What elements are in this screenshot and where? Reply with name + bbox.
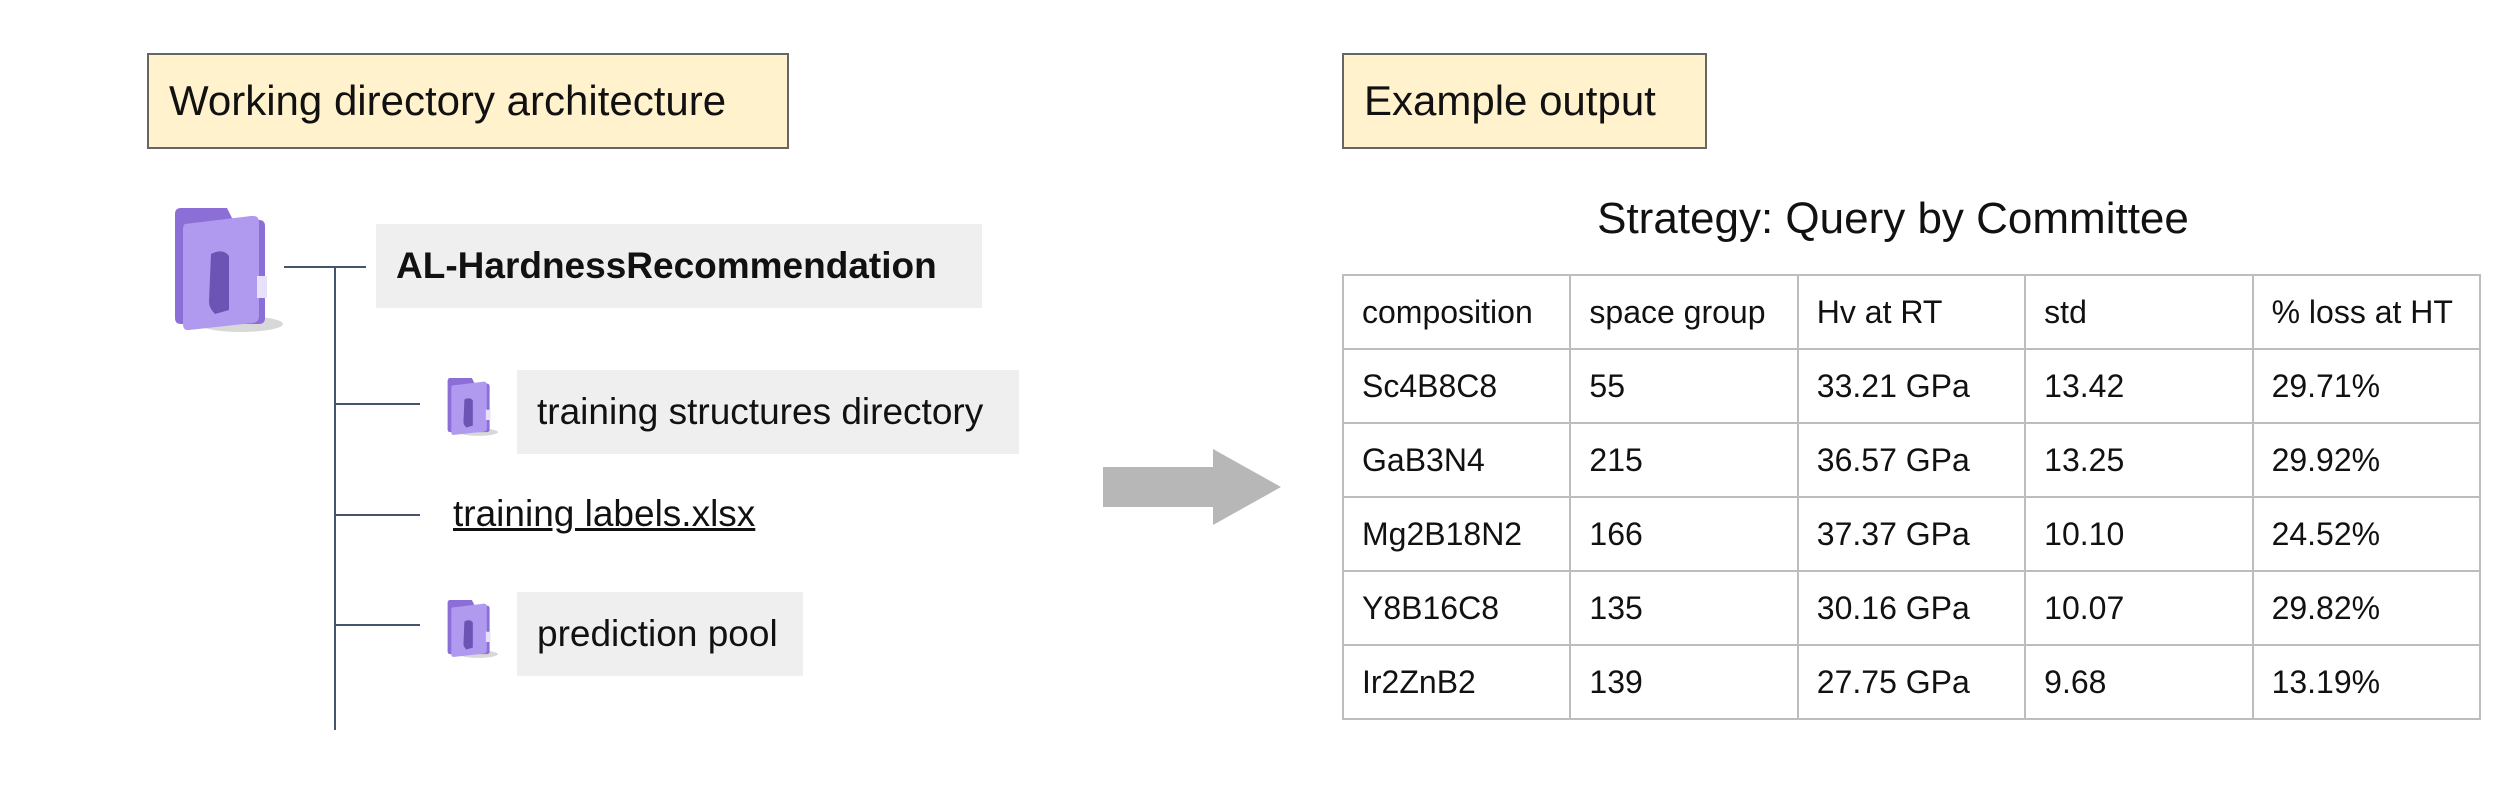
table-row: Mg2B18N2 166 37.37 GPa 10.10 24.52% bbox=[1341, 496, 2482, 572]
table-cell: Ir2ZnB2 bbox=[1341, 644, 1572, 720]
table-row: Ir2ZnB2 139 27.75 GPa 9.68 13.19% bbox=[1341, 644, 2482, 720]
table-cell: 9.68 bbox=[2024, 644, 2254, 720]
strategy-title: Strategy: Query by Committee bbox=[1597, 194, 2189, 243]
table-cell: 139 bbox=[1569, 644, 1799, 720]
training-labels-file-link[interactable]: training labels.xlsx bbox=[453, 493, 756, 534]
table-cell: 36.57 GPa bbox=[1796, 422, 2027, 498]
column-header: % loss at HT bbox=[2251, 274, 2482, 350]
example-output-heading: Example output bbox=[1342, 53, 1707, 149]
table-cell: 13.25 bbox=[2024, 422, 2254, 498]
table-cell: 24.52% bbox=[2251, 496, 2482, 572]
training-structures-folder[interactable]: training structures directory bbox=[517, 370, 1019, 454]
table-cell: 29.92% bbox=[2251, 422, 2482, 498]
results-table: composition space group Hv at RT std % l… bbox=[1341, 274, 2482, 720]
table-cell: GaB3N4 bbox=[1341, 422, 1572, 498]
table-cell: 29.71% bbox=[2251, 348, 2482, 424]
table-header-row: composition space group Hv at RT std % l… bbox=[1341, 274, 2482, 350]
root-folder-label[interactable]: AL-HardnessRecommendation bbox=[376, 224, 982, 308]
prediction-pool-folder[interactable]: prediction pool bbox=[517, 592, 803, 676]
column-header: Hv at RT bbox=[1796, 274, 2027, 350]
table-cell: 10.07 bbox=[2024, 570, 2254, 646]
folder-icon[interactable] bbox=[442, 594, 498, 662]
table-cell: 27.75 GPa bbox=[1796, 644, 2027, 720]
folder-icon[interactable] bbox=[442, 372, 498, 440]
table-row: Sc4B8C8 55 33.21 GPa 13.42 29.71% bbox=[1341, 348, 2482, 424]
table-cell: 135 bbox=[1569, 570, 1799, 646]
table-cell: 33.21 GPa bbox=[1796, 348, 2027, 424]
table-row: GaB3N4 215 36.57 GPa 13.25 29.92% bbox=[1341, 422, 2482, 498]
table-cell: Y8B16C8 bbox=[1341, 570, 1572, 646]
table-cell: 10.10 bbox=[2024, 496, 2254, 572]
table-cell: 166 bbox=[1569, 496, 1799, 572]
tree-branch-2 bbox=[334, 514, 420, 516]
table-cell: 13.19% bbox=[2251, 644, 2482, 720]
table-cell: 215 bbox=[1569, 422, 1799, 498]
tree-trunk-line bbox=[334, 266, 336, 730]
column-header: space group bbox=[1569, 274, 1799, 350]
table-cell: 30.16 GPa bbox=[1796, 570, 2027, 646]
table-row: Y8B16C8 135 30.16 GPa 10.07 29.82% bbox=[1341, 570, 2482, 646]
table-cell: Sc4B8C8 bbox=[1341, 348, 1572, 424]
tree-root-branch bbox=[284, 266, 366, 268]
column-header: composition bbox=[1341, 274, 1572, 350]
table-cell: 13.42 bbox=[2024, 348, 2254, 424]
right-arrow-icon bbox=[1103, 449, 1281, 525]
table-cell: 55 bbox=[1569, 348, 1799, 424]
table-cell: 29.82% bbox=[2251, 570, 2482, 646]
folder-icon[interactable] bbox=[160, 198, 286, 338]
column-header: std bbox=[2024, 274, 2254, 350]
tree-branch-3 bbox=[334, 624, 420, 626]
table-cell: Mg2B18N2 bbox=[1341, 496, 1572, 572]
table-cell: 37.37 GPa bbox=[1796, 496, 2027, 572]
tree-branch-1 bbox=[334, 403, 420, 405]
working-directory-heading: Working directory architecture bbox=[147, 53, 789, 149]
